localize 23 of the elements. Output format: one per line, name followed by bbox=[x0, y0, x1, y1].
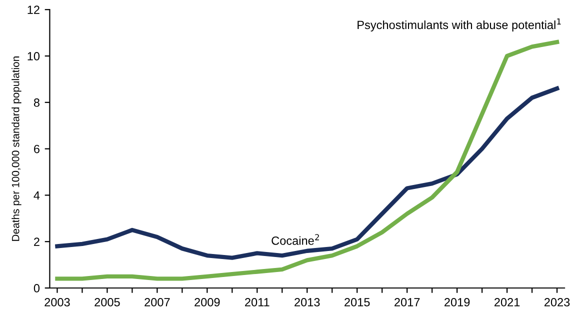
x-tick-label: 2007 bbox=[144, 298, 170, 306]
x-tick-label: 2023 bbox=[544, 298, 570, 306]
y-tick-label: 10 bbox=[28, 52, 40, 60]
x-tick-label: 2009 bbox=[194, 298, 220, 306]
series-label: Psychostimulants with abuse potential$^{1}$ bbox=[358, 18, 561, 32]
series-label: Cocaine$^{2}$ bbox=[272, 234, 319, 245]
x-tick-label: 2011 bbox=[245, 298, 270, 306]
y-axis-title: Deaths per 100,000 standard population bbox=[12, 56, 22, 241]
x-tick-label: 2015 bbox=[344, 298, 370, 306]
x-tick-label: 2003 bbox=[44, 298, 70, 306]
line-series bbox=[55, 40, 560, 281]
x-tick-label: 2013 bbox=[294, 298, 320, 306]
x-tick-label: 2005 bbox=[94, 298, 120, 306]
y-tick-label: 8 bbox=[34, 98, 40, 107]
y-tick-label: 2 bbox=[34, 238, 40, 246]
line-series bbox=[55, 86, 560, 260]
x-tick-label: 2017 bbox=[394, 298, 420, 306]
y-tick-label: 0 bbox=[34, 284, 40, 292]
y-tick-label: 6 bbox=[34, 144, 40, 154]
x-tick-label: 2021 bbox=[494, 298, 520, 306]
x-tick-label: 2019 bbox=[444, 298, 470, 306]
y-tick-label: 4 bbox=[34, 191, 40, 200]
y-tick-label: 12 bbox=[28, 6, 40, 14]
